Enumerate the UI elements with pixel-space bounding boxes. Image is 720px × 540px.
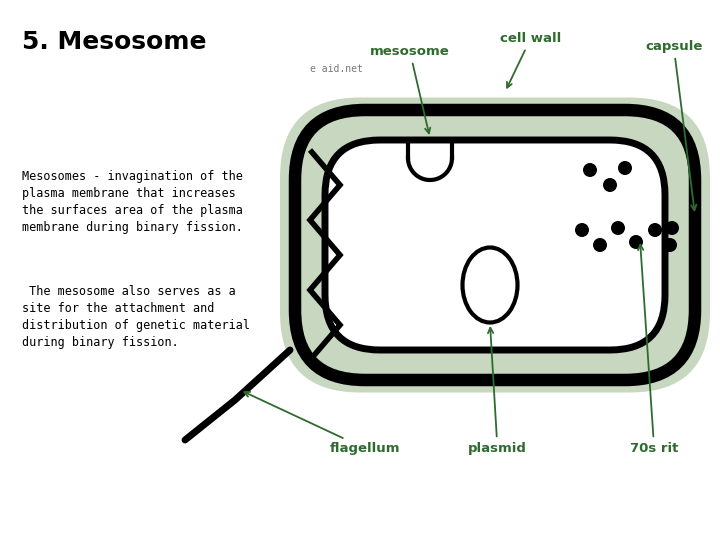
Text: cell wall: cell wall [500,32,562,87]
Text: capsule: capsule [645,40,703,210]
Text: flagellum: flagellum [244,392,400,455]
FancyBboxPatch shape [325,140,665,350]
Circle shape [618,161,632,175]
Circle shape [583,163,597,177]
Text: mesosome: mesosome [370,45,450,133]
FancyBboxPatch shape [295,110,695,380]
Text: Mesosomes - invagination of the
plasma membrane that increases
the surfaces area: Mesosomes - invagination of the plasma m… [22,170,243,234]
Text: 70s rit: 70s rit [630,245,678,455]
Circle shape [648,223,662,237]
FancyBboxPatch shape [280,98,710,393]
Text: e aid.net: e aid.net [310,64,363,74]
Circle shape [603,178,617,192]
Circle shape [575,223,589,237]
Circle shape [663,238,677,252]
Text: 5. Mesosome: 5. Mesosome [22,30,207,54]
Ellipse shape [462,247,518,322]
Circle shape [593,238,607,252]
Circle shape [629,235,643,249]
Circle shape [611,221,625,235]
Text: plasmid: plasmid [468,328,527,455]
Circle shape [665,221,679,235]
Text: The mesosome also serves as a
site for the attachment and
distribution of geneti: The mesosome also serves as a site for t… [22,285,250,349]
